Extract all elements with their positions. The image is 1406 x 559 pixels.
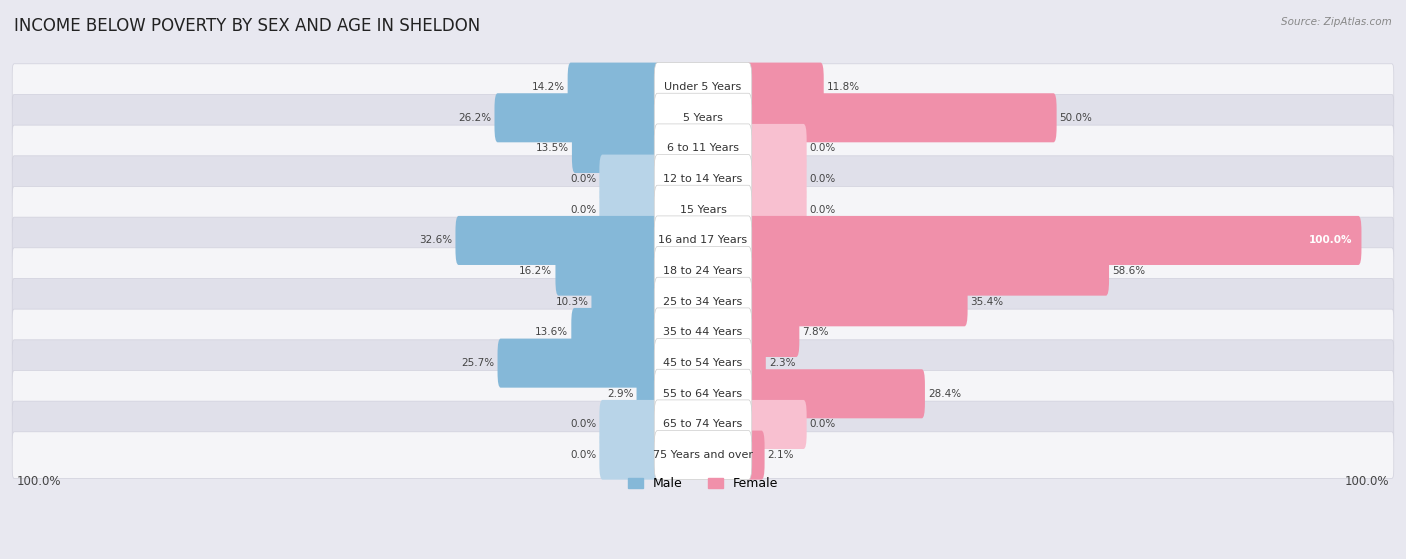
FancyBboxPatch shape [599,400,661,449]
FancyBboxPatch shape [654,247,752,296]
FancyBboxPatch shape [654,308,752,357]
FancyBboxPatch shape [13,64,1393,111]
Text: 45 to 54 Years: 45 to 54 Years [664,358,742,368]
Text: 35 to 44 Years: 35 to 44 Years [664,328,742,338]
Text: 0.0%: 0.0% [569,419,596,429]
Text: 55 to 64 Years: 55 to 64 Years [664,389,742,399]
FancyBboxPatch shape [13,94,1393,141]
FancyBboxPatch shape [13,432,1393,479]
FancyBboxPatch shape [13,371,1393,417]
Text: 10.3%: 10.3% [555,297,588,307]
FancyBboxPatch shape [654,185,752,234]
FancyBboxPatch shape [495,93,661,143]
Text: 0.0%: 0.0% [569,450,596,460]
FancyBboxPatch shape [745,339,766,387]
FancyBboxPatch shape [654,277,752,326]
FancyBboxPatch shape [745,93,1057,143]
Text: 65 to 74 Years: 65 to 74 Years [664,419,742,429]
FancyBboxPatch shape [745,369,925,418]
Text: 12 to 14 Years: 12 to 14 Years [664,174,742,184]
FancyBboxPatch shape [13,187,1393,233]
FancyBboxPatch shape [745,63,824,112]
FancyBboxPatch shape [13,401,1393,448]
FancyBboxPatch shape [654,63,752,112]
FancyBboxPatch shape [13,278,1393,325]
Text: 5 Years: 5 Years [683,113,723,123]
FancyBboxPatch shape [745,155,807,203]
Text: 0.0%: 0.0% [569,174,596,184]
Text: 13.5%: 13.5% [536,144,569,154]
FancyBboxPatch shape [745,430,765,480]
FancyBboxPatch shape [571,308,661,357]
FancyBboxPatch shape [572,124,661,173]
Text: 2.1%: 2.1% [768,450,794,460]
Text: 2.9%: 2.9% [607,389,634,399]
FancyBboxPatch shape [745,124,807,173]
Text: 0.0%: 0.0% [810,174,837,184]
FancyBboxPatch shape [599,155,661,203]
FancyBboxPatch shape [498,339,661,387]
FancyBboxPatch shape [654,93,752,143]
FancyBboxPatch shape [745,400,807,449]
Text: 0.0%: 0.0% [810,419,837,429]
Text: 0.0%: 0.0% [569,205,596,215]
FancyBboxPatch shape [745,277,967,326]
Text: 26.2%: 26.2% [458,113,492,123]
FancyBboxPatch shape [654,430,752,480]
FancyBboxPatch shape [456,216,661,265]
FancyBboxPatch shape [745,216,1361,265]
FancyBboxPatch shape [13,309,1393,356]
Text: 0.0%: 0.0% [810,144,837,154]
FancyBboxPatch shape [654,216,752,265]
Text: 50.0%: 50.0% [1060,113,1092,123]
Text: 7.8%: 7.8% [803,328,830,338]
FancyBboxPatch shape [745,247,1109,296]
FancyBboxPatch shape [745,308,800,357]
FancyBboxPatch shape [568,63,661,112]
Text: INCOME BELOW POVERTY BY SEX AND AGE IN SHELDON: INCOME BELOW POVERTY BY SEX AND AGE IN S… [14,17,481,35]
Text: 25.7%: 25.7% [461,358,495,368]
FancyBboxPatch shape [13,340,1393,386]
FancyBboxPatch shape [654,400,752,449]
Text: 18 to 24 Years: 18 to 24 Years [664,266,742,276]
FancyBboxPatch shape [654,339,752,387]
Text: 58.6%: 58.6% [1112,266,1146,276]
FancyBboxPatch shape [637,369,661,418]
FancyBboxPatch shape [592,277,661,326]
FancyBboxPatch shape [745,185,807,234]
Text: 0.0%: 0.0% [810,205,837,215]
FancyBboxPatch shape [13,248,1393,295]
Text: 35.4%: 35.4% [970,297,1004,307]
Text: 13.6%: 13.6% [536,328,568,338]
FancyBboxPatch shape [599,430,661,480]
Text: 100.0%: 100.0% [17,475,62,487]
FancyBboxPatch shape [13,156,1393,202]
Text: 2.3%: 2.3% [769,358,796,368]
FancyBboxPatch shape [555,247,661,296]
Text: 25 to 34 Years: 25 to 34 Years [664,297,742,307]
Text: 16.2%: 16.2% [519,266,553,276]
Text: 6 to 11 Years: 6 to 11 Years [666,144,740,154]
Text: Under 5 Years: Under 5 Years [665,82,741,92]
FancyBboxPatch shape [654,124,752,173]
FancyBboxPatch shape [654,369,752,418]
Text: 14.2%: 14.2% [531,82,565,92]
Text: 100.0%: 100.0% [1344,475,1389,487]
FancyBboxPatch shape [13,217,1393,264]
Legend: Male, Female: Male, Female [628,477,778,490]
Text: 100.0%: 100.0% [1309,235,1353,245]
FancyBboxPatch shape [13,125,1393,172]
Text: 75 Years and over: 75 Years and over [652,450,754,460]
FancyBboxPatch shape [654,155,752,203]
Text: Source: ZipAtlas.com: Source: ZipAtlas.com [1281,17,1392,27]
Text: 11.8%: 11.8% [827,82,860,92]
Text: 16 and 17 Years: 16 and 17 Years [658,235,748,245]
Text: 32.6%: 32.6% [419,235,453,245]
FancyBboxPatch shape [599,185,661,234]
Text: 28.4%: 28.4% [928,389,962,399]
Text: 15 Years: 15 Years [679,205,727,215]
